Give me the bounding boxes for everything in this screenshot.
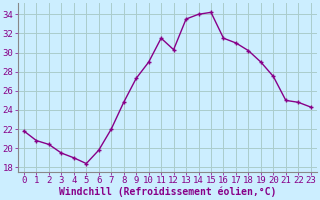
X-axis label: Windchill (Refroidissement éolien,°C): Windchill (Refroidissement éolien,°C) xyxy=(59,187,276,197)
